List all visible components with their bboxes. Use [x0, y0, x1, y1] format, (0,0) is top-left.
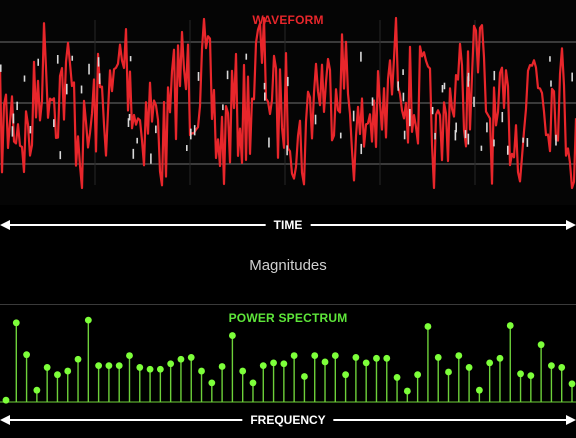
spectrum-point — [537, 341, 545, 349]
spectrum-point — [105, 362, 113, 369]
spectrum-point — [229, 332, 236, 339]
waveform-panel — [0, 0, 576, 205]
spectrum-point — [362, 359, 370, 367]
spectrum-point — [424, 323, 432, 330]
spectrum-point — [156, 365, 164, 373]
spectrum-point — [84, 316, 92, 324]
spectrum-point — [311, 352, 319, 359]
spectrum-point — [208, 379, 216, 387]
spectrum-point — [321, 358, 329, 366]
spectrum-point — [146, 365, 154, 373]
spectrum-point — [434, 354, 442, 361]
spectrum-point — [95, 362, 103, 369]
spectrum-point — [115, 362, 123, 369]
time-axis-label: TIME — [265, 218, 311, 232]
spectrum-point — [331, 352, 339, 359]
spectrum-point — [414, 371, 422, 379]
spectrum-point — [54, 371, 61, 379]
power-spectrum-title: POWER SPECTRUM — [228, 311, 348, 325]
spectrum-point — [239, 367, 247, 375]
spectrum-point — [74, 355, 82, 363]
spectrum-point — [136, 364, 144, 371]
spectrum-point — [23, 351, 30, 359]
spectrum-point — [301, 373, 308, 380]
spectrum-point — [403, 387, 411, 395]
spectrum-point — [506, 322, 514, 329]
spectrum-point — [2, 396, 10, 404]
spectrum-point — [249, 379, 257, 387]
spectrum-point — [568, 380, 576, 388]
spectrum-point — [177, 355, 185, 363]
spectrum-point — [393, 374, 401, 381]
spectrum-point — [352, 354, 360, 361]
waveform-plot — [0, 16, 576, 190]
spectrum-point — [383, 354, 391, 362]
spectrum-point — [373, 354, 380, 362]
power-spectrum-plot — [0, 316, 576, 404]
magnitudes-label: Magnitudes — [249, 257, 327, 274]
spectrum-point — [558, 364, 566, 371]
spectrum-point — [33, 386, 41, 394]
spectrum-point — [496, 354, 504, 362]
spectrum-point — [527, 372, 535, 380]
spectrum-point — [342, 371, 349, 379]
spectrum-point — [167, 360, 175, 368]
spectrum-point — [43, 364, 51, 371]
spectrum-point — [548, 362, 555, 369]
spectrum-point — [64, 367, 72, 375]
spectrum-point — [455, 352, 463, 359]
spectrum-point — [187, 354, 195, 361]
spectrum-point — [465, 364, 473, 371]
spectrum-point — [486, 359, 494, 367]
spectrum-point — [259, 362, 267, 369]
frequency-axis-label: FREQUENCY — [242, 413, 334, 427]
spectrum-point — [290, 352, 298, 359]
spectrum-point — [280, 360, 288, 368]
waveform-title: WAVEFORM — [252, 13, 324, 27]
waveform-trace — [0, 16, 576, 190]
spectrum-point — [270, 359, 277, 367]
spectrum-point — [12, 319, 20, 327]
spectrum-point — [218, 363, 226, 370]
spectrum-point — [475, 386, 483, 394]
divider — [0, 304, 576, 305]
spectrum-point — [445, 368, 452, 376]
spectrum-point — [517, 370, 524, 378]
spectrum-point — [126, 352, 133, 359]
spectrum-point — [198, 367, 205, 375]
